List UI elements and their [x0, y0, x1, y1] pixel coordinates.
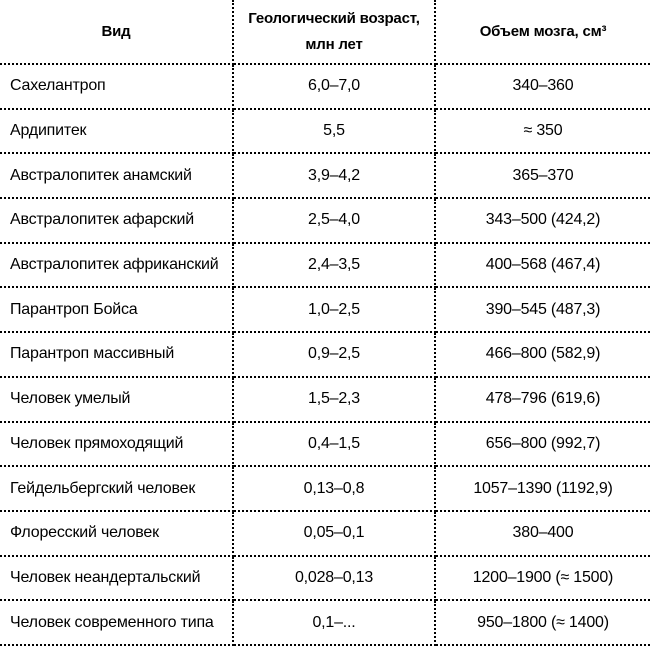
volume-cell: 1057–1390 (1192,9) [435, 466, 650, 512]
volume-cell: ≈ 350 [435, 108, 650, 155]
species-cell: Человек современного типа [0, 600, 234, 646]
table-row: Парантроп Бойса 1,0–2,5 390–545 (487,3) [0, 287, 650, 334]
age-cell: 3,9–4,2 [233, 153, 436, 200]
age-cell: 6,0–7,0 [233, 64, 436, 110]
volume-cell: 390–545 (487,3) [435, 287, 650, 334]
species-cell: Австралопитек африканский [0, 242, 234, 289]
volume-cell: 340–360 [435, 64, 650, 110]
age-cell: 1,0–2,5 [233, 287, 436, 334]
table-row: Австралопитек афарский 2,5–4,0 343–500 (… [0, 198, 650, 244]
age-cell: 0,4–1,5 [233, 421, 436, 468]
volume-cell: 343–500 (424,2) [435, 198, 650, 244]
age-cell: 0,05–0,1 [233, 510, 436, 557]
species-cell: Человек умелый [0, 376, 234, 423]
table-row: Человек неандертальский 0,028–0,13 1200–… [0, 555, 650, 602]
header-row: Вид Геологический возраст, млн лет Объем… [0, 0, 650, 65]
column-header-brain-volume: Объем мозга, см³ [435, 0, 650, 65]
species-cell: Сахелантроп [0, 64, 234, 110]
table-row: Сахелантроп 6,0–7,0 340–360 [0, 64, 650, 110]
age-cell: 5,5 [233, 108, 436, 155]
species-cell: Австралопитек анамский [0, 153, 234, 200]
volume-cell: 656–800 (992,7) [435, 421, 650, 468]
volume-cell: 466–800 (582,9) [435, 332, 650, 378]
species-cell: Австралопитек афарский [0, 198, 234, 244]
volume-cell: 400–568 (467,4) [435, 242, 650, 289]
age-cell: 2,4–3,5 [233, 242, 436, 289]
table-row: Человек прямоходящий 0,4–1,5 656–800 (99… [0, 421, 650, 468]
age-cell: 0,13–0,8 [233, 466, 436, 512]
age-cell: 0,9–2,5 [233, 332, 436, 378]
table-row: Австралопитек африканский 2,4–3,5 400–56… [0, 242, 650, 289]
species-cell: Ардипитек [0, 108, 234, 155]
volume-cell: 478–796 (619,6) [435, 376, 650, 423]
species-cell: Человек неандертальский [0, 555, 234, 602]
age-cell: 1,5–2,3 [233, 376, 436, 423]
table-row: Австралопитек анамский 3,9–4,2 365–370 [0, 153, 650, 200]
volume-cell: 1200–1900 (≈ 1500) [435, 555, 650, 602]
species-cell: Флоресский человек [0, 510, 234, 557]
species-cell: Гейдельбергский человек [0, 466, 234, 512]
age-cell: 2,5–4,0 [233, 198, 436, 244]
species-cell: Человек прямоходящий [0, 421, 234, 468]
table-row: Ардипитек 5,5 ≈ 350 [0, 108, 650, 155]
volume-cell: 950–1800 (≈ 1400) [435, 600, 650, 646]
column-header-species: Вид [0, 0, 234, 65]
species-cell: Парантроп Бойса [0, 287, 234, 334]
age-cell: 0,1–... [233, 600, 436, 646]
volume-cell: 380–400 [435, 510, 650, 557]
table-row: Человек современного типа 0,1–... 950–18… [0, 600, 650, 646]
age-cell: 0,028–0,13 [233, 555, 436, 602]
table-row: Гейдельбергский человек 0,13–0,8 1057–13… [0, 466, 650, 512]
table-row: Флоресский человек 0,05–0,1 380–400 [0, 510, 650, 557]
table-row: Человек умелый 1,5–2,3 478–796 (619,6) [0, 376, 650, 423]
table-row: Парантроп массивный 0,9–2,5 466–800 (582… [0, 332, 650, 378]
species-cell: Парантроп массивный [0, 332, 234, 378]
volume-cell: 365–370 [435, 153, 650, 200]
column-header-age: Геологический возраст, млн лет [233, 0, 436, 65]
